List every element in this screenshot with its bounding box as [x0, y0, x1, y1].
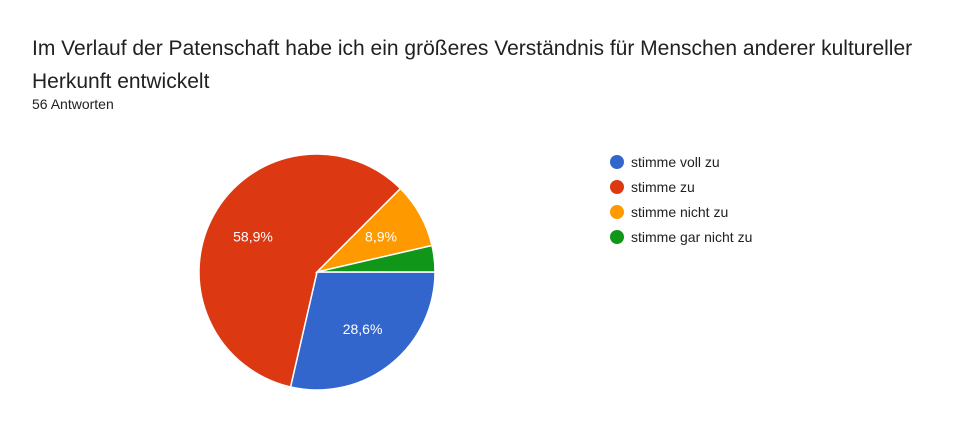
pie-slice-1[interactable] [198, 153, 402, 388]
pie-slices [198, 153, 436, 391]
legend-label-3[interactable]: stimme gar nicht zu [631, 229, 752, 245]
slice-labels: 28,6% 58,9% 8,9% [233, 229, 397, 338]
pie-slice-0[interactable] [289, 271, 436, 391]
pie-slice-3[interactable] [316, 244, 436, 273]
legend-swatch-0 [610, 155, 624, 169]
chart-title: Im Verlauf der Patenschaft habe ich ein … [32, 37, 913, 93]
slice-label-2: 8,9% [365, 229, 397, 245]
legend: stimme voll zu stimme zu stimme nicht zu st… [610, 154, 752, 245]
response-count: 56 Antworten [32, 96, 114, 112]
legend-label-0[interactable]: stimme voll zu [631, 154, 720, 170]
legend-swatch-2 [610, 205, 624, 219]
legend-swatch-3 [610, 230, 624, 244]
legend-label-1[interactable]: stimme zu [631, 179, 695, 195]
slice-label-1: 58,9% [233, 229, 273, 245]
slice-label-0: 28,6% [343, 321, 383, 337]
legend-swatch-1 [610, 180, 624, 194]
legend-label-2[interactable]: stimme nicht zu [631, 204, 728, 220]
